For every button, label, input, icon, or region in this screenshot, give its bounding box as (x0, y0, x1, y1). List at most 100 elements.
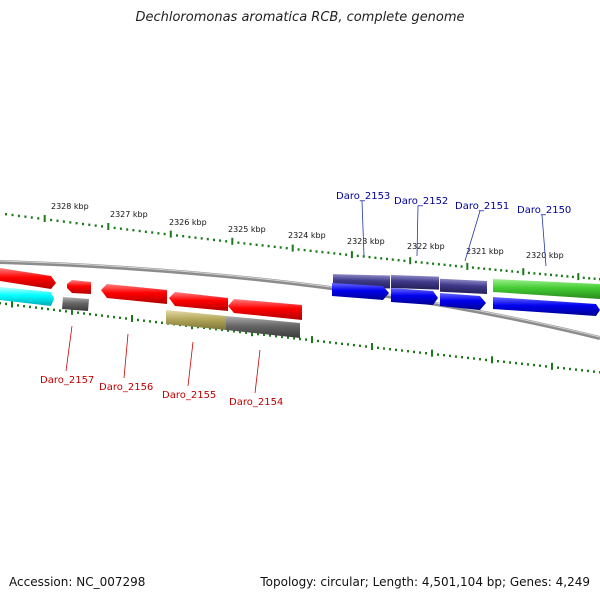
label-daro-2151[interactable]: Daro_2151 (455, 201, 509, 212)
lower-scale-minor-tick (35, 306, 37, 309)
leader-daro-2150 (541, 214, 547, 267)
upper-scale-major-tick (466, 262, 469, 270)
upper-scale-minor-tick (414, 260, 417, 264)
lower-scale-minor-tick (503, 360, 505, 363)
lower-scale-minor-tick (461, 356, 463, 359)
lower-scale-minor-tick (59, 309, 61, 312)
upper-scale-minor-tick (550, 273, 552, 277)
lower-scale-minor-tick (569, 367, 571, 371)
gene-daro-2151[interactable] (440, 278, 487, 294)
lower-scale-minor-tick (563, 367, 565, 370)
lower-scale-minor-tick (593, 370, 595, 373)
lower-scale-minor-tick (479, 358, 481, 361)
scale-label-2328: 2328 kbp (51, 202, 89, 211)
upper-scale-minor-tick (443, 263, 446, 266)
gene-reverse-olive[interactable] (166, 310, 226, 330)
lower-scale-minor-tick (323, 340, 325, 343)
upper-scale-minor-tick (555, 274, 558, 277)
gene-forward-blue-4[interactable] (493, 297, 600, 316)
label-daro-2154[interactable]: Daro_2154 (229, 397, 283, 408)
lower-scale-minor-tick (467, 356, 469, 360)
upper-scale-minor-tick (119, 227, 122, 230)
genome-backbone-highlight (0, 260, 600, 338)
lower-scale-minor-tick (473, 357, 475, 360)
lower-scale-minor-tick (113, 315, 115, 319)
gene-daro-2152[interactable] (391, 274, 439, 290)
gene-daro-2150[interactable] (493, 279, 600, 299)
lower-scale-minor-tick (23, 305, 25, 308)
gene-forward-blue-3[interactable] (440, 293, 486, 310)
upper-scale-minor-tick (571, 275, 574, 279)
gene-forward-blue-2[interactable] (391, 288, 438, 305)
upper-scale-minor-tick (566, 275, 569, 278)
label-daro-2152[interactable]: Daro_2152 (394, 196, 448, 207)
lower-scale-minor-tick (425, 352, 427, 355)
lower-scale-minor-tick (95, 313, 97, 317)
lower-scale-minor-tick (533, 363, 535, 367)
upper-scale-minor-tick (437, 263, 440, 266)
gene-forward-blue-1[interactable] (332, 283, 389, 300)
upper-scale-minor-tick (538, 272, 541, 276)
gene-reverse-red-small[interactable] (67, 280, 91, 294)
scale-label-2323: 2323 kbp (347, 237, 385, 246)
upper-scale-minor-tick (261, 244, 264, 247)
label-daro-2156[interactable]: Daro_2156 (99, 382, 153, 393)
lower-scale-minor-tick (215, 328, 217, 331)
lower-scale-minor-tick (407, 350, 409, 353)
upper-scale-major-tick (169, 230, 172, 238)
lower-scale-minor-tick (527, 363, 529, 366)
gene-reverse-gray-small[interactable] (62, 297, 89, 311)
upper-scale-minor-tick (483, 267, 486, 270)
leader-daro-2154 (254, 349, 261, 394)
upper-scale-minor-tick (477, 267, 480, 270)
lower-scale-minor-tick (521, 362, 523, 365)
upper-scale-minor-tick (188, 235, 191, 239)
lower-scale-minor-tick (305, 338, 307, 341)
leader-daro-2152 (416, 205, 419, 257)
lower-scale-minor-tick (149, 320, 151, 323)
accession-label: Accession: NC_007298 (9, 575, 146, 589)
gene-forward-red-left[interactable] (0, 268, 56, 289)
lower-scale-minor-tick (377, 346, 379, 349)
upper-scale-minor-tick (460, 265, 463, 268)
upper-scale-minor-tick (303, 248, 306, 252)
lower-scale-minor-tick (545, 365, 547, 368)
upper-scale-major-tick (43, 215, 46, 222)
upper-scale-minor-tick (432, 262, 435, 265)
upper-scale-minor-tick (249, 242, 252, 246)
leader-daro-2156 (123, 333, 129, 379)
upper-scale-minor-tick (24, 215, 27, 218)
lower-scale-minor-tick (227, 329, 229, 332)
upper-scale-ticks (5, 213, 600, 281)
upper-scale-minor-tick (374, 256, 377, 259)
upper-scale-minor-tick (391, 258, 394, 261)
label-daro-2150[interactable]: Daro_2150 (517, 205, 571, 216)
upper-scale-minor-tick (5, 213, 7, 216)
upper-scale-major-tick (107, 223, 110, 230)
upper-scale-minor-tick (527, 271, 530, 275)
upper-scale-minor-tick (17, 214, 20, 218)
label-daro-2155[interactable]: Daro_2155 (162, 390, 216, 401)
lower-scale-minor-tick (335, 341, 337, 345)
upper-scale-minor-tick (533, 272, 536, 275)
gene-reverse-gray-long[interactable] (226, 316, 300, 338)
lower-scale-minor-tick (485, 358, 487, 362)
upper-scale-minor-tick (380, 257, 383, 260)
leader-daro-2151 (464, 210, 481, 262)
upper-scale-minor-tick (94, 224, 97, 227)
lower-scale-major-tick (431, 349, 433, 357)
upper-scale-minor-tick (132, 229, 135, 232)
lower-scale-minor-tick (101, 314, 103, 317)
gene-daro-2156-shape[interactable] (101, 284, 167, 304)
lower-scale-minor-tick (539, 364, 541, 367)
label-daro-2153[interactable]: Daro_2153 (336, 191, 390, 202)
upper-scale-minor-tick (157, 232, 160, 235)
lower-scale-minor-tick (395, 348, 397, 352)
upper-scale-minor-tick (327, 251, 330, 254)
gene-daro-2155-shape[interactable] (169, 292, 228, 311)
gene-reverse-cyan[interactable] (0, 287, 54, 306)
label-daro-2157[interactable]: Daro_2157 (40, 375, 94, 386)
lower-scale-minor-tick (299, 337, 301, 341)
upper-scale-minor-tick (82, 222, 84, 226)
gene-daro-2154-shape[interactable] (228, 299, 302, 320)
